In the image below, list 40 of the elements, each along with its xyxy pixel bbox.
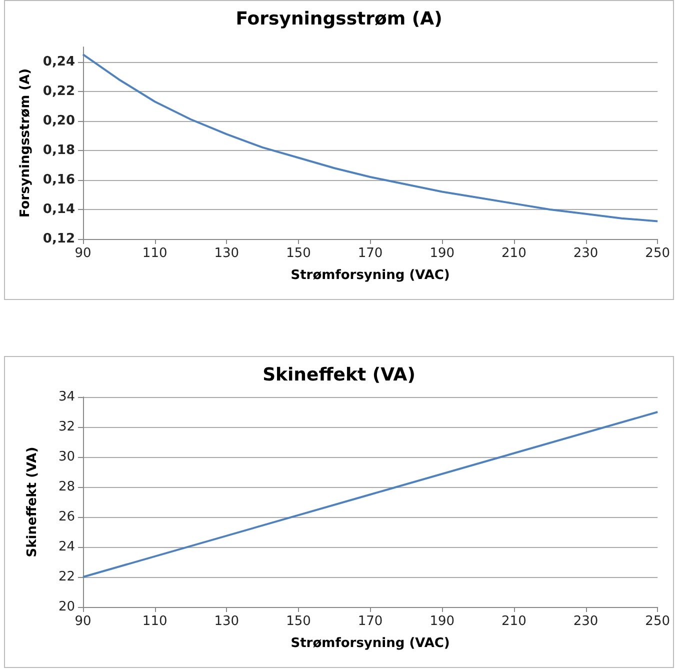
x-tick-label: 210 — [502, 246, 526, 261]
x-tick-label: 190 — [430, 246, 455, 261]
y-tick-label: 28 — [58, 480, 75, 494]
x-tick-label: 170 — [358, 614, 383, 629]
x-axis-title: Strømforsyning (VAC) — [290, 636, 450, 651]
x-tick-label: 150 — [286, 614, 311, 629]
x-tick-label: 130 — [214, 614, 240, 629]
x-tick-label: 150 — [286, 246, 311, 261]
x-axis-title: Strømforsyning (VAC) — [290, 268, 450, 283]
x-tick-label: 250 — [645, 246, 670, 261]
line-series — [82, 53, 659, 222]
x-tick-label: 250 — [645, 614, 670, 629]
x-tick-label: 90 — [74, 614, 92, 629]
y-tick-label: 0,20 — [42, 113, 75, 128]
y-tick-label: 0,12 — [42, 232, 75, 246]
y-tick-label: 0,24 — [42, 54, 75, 70]
x-tick-label: 110 — [142, 614, 168, 629]
y-tick-label: 32 — [58, 420, 75, 434]
y-tick-label: 26 — [58, 510, 75, 524]
y-tick-label: 30 — [58, 450, 75, 464]
y-tick-label: 34 — [58, 390, 75, 404]
y-axis-title: Skineffekt (VA) — [25, 446, 40, 558]
y-tick-label: 24 — [58, 540, 75, 554]
x-tick-label: 230 — [573, 246, 598, 261]
chart-title: Skineffekt (VA) — [262, 364, 416, 386]
x-tick-label: 190 — [430, 614, 455, 629]
y-axis-title: Forsyningsstrøm (A) — [18, 68, 34, 218]
x-tick-label: 210 — [502, 614, 526, 629]
x-tick-label: 130 — [214, 246, 240, 261]
y-tick-label: 0,16 — [42, 172, 75, 188]
y-tick-label: 0,22 — [42, 84, 75, 99]
x-tick-label: 110 — [142, 246, 168, 261]
x-tick-label: 170 — [358, 246, 383, 261]
x-tick-label: 90 — [74, 246, 92, 261]
chart-title: Forsyningsstrøm (A) — [236, 8, 442, 30]
y-tick-label: 22 — [58, 570, 75, 584]
y-tick-label: 0,14 — [42, 202, 75, 217]
x-tick-label: 230 — [573, 614, 598, 629]
y-tick-label: 20 — [58, 600, 75, 614]
y-tick-label: 0,18 — [42, 142, 75, 158]
